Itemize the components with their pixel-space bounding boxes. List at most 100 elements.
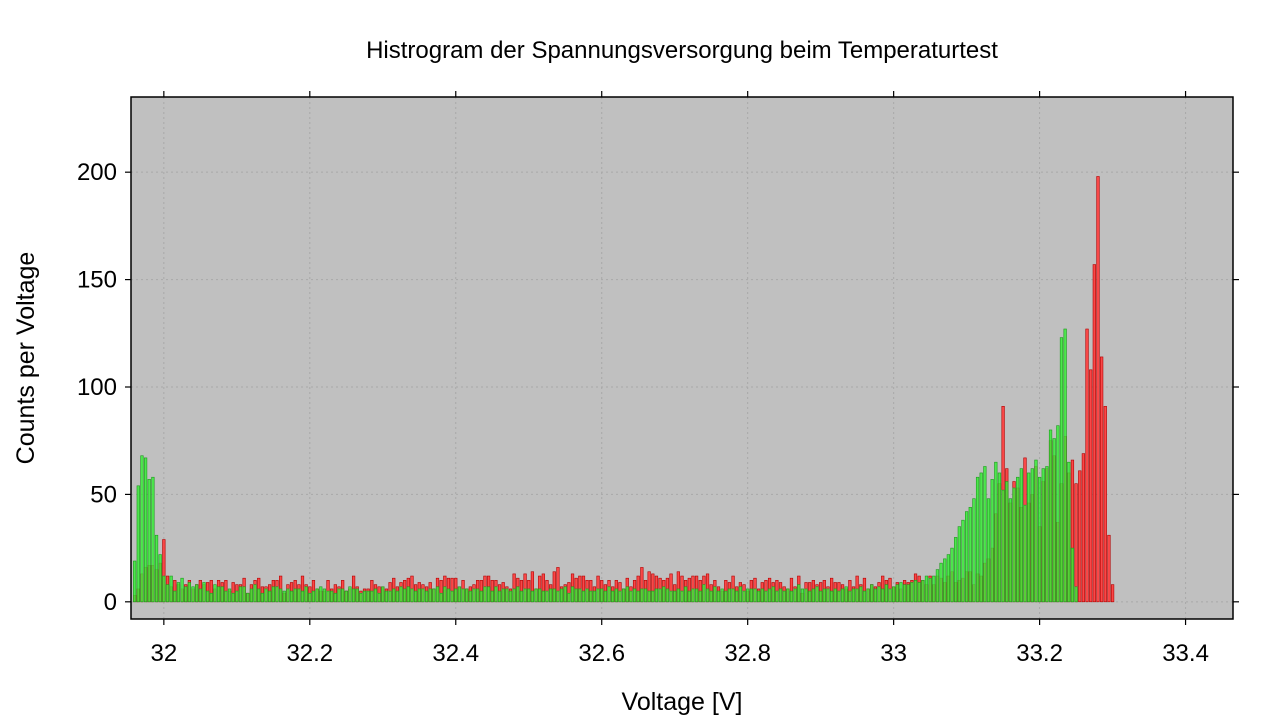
bar: [735, 590, 739, 603]
bar: [1074, 483, 1078, 603]
bar: [698, 590, 702, 603]
bar: [333, 592, 337, 603]
bar: [826, 588, 830, 603]
bar: [461, 588, 465, 603]
bar: [775, 590, 779, 603]
x-tick-label: 33: [880, 640, 907, 667]
bar: [476, 588, 480, 603]
bar: [246, 592, 250, 603]
bar: [786, 588, 790, 603]
bar: [844, 586, 848, 603]
bar: [647, 590, 651, 603]
bar: [523, 588, 527, 603]
x-tick-label: 33.4: [1162, 640, 1209, 667]
bar: [169, 575, 173, 603]
bar: [727, 588, 732, 603]
bar: [640, 588, 644, 603]
bar: [552, 588, 556, 603]
bar: [840, 588, 845, 603]
x-tick-label: 32: [150, 640, 177, 667]
bar: [432, 588, 436, 603]
bar: [519, 590, 524, 603]
bar: [443, 586, 447, 603]
y-tick-label: 150: [77, 267, 117, 294]
bar: [1023, 504, 1027, 603]
bar: [187, 582, 192, 603]
bar: [209, 592, 213, 603]
bar: [158, 554, 162, 603]
bar: [184, 586, 188, 603]
bar: [359, 592, 363, 603]
bar: [195, 584, 199, 603]
bar: [326, 590, 330, 603]
bar: [877, 586, 881, 603]
bar: [815, 586, 819, 603]
bar: [972, 498, 976, 603]
bar: [662, 586, 666, 603]
bar: [297, 588, 301, 603]
bar: [1081, 453, 1086, 603]
bar: [892, 586, 896, 603]
bar: [366, 590, 370, 603]
bar: [643, 588, 648, 603]
bar: [1045, 466, 1049, 603]
bar: [946, 554, 950, 603]
bar: [319, 586, 323, 603]
bar: [724, 590, 728, 603]
bar: [1027, 472, 1031, 603]
bar: [910, 582, 914, 603]
bar: [924, 575, 929, 603]
bar: [705, 588, 710, 603]
bar: [870, 584, 874, 603]
bar: [753, 588, 757, 603]
bar: [563, 586, 567, 603]
bar: [1037, 476, 1042, 603]
bar: [797, 584, 801, 603]
bar: [636, 590, 640, 603]
bar: [545, 590, 549, 603]
bar: [1048, 429, 1053, 603]
y-tick-label: 50: [90, 481, 117, 508]
bar: [136, 485, 140, 603]
bar: [373, 588, 378, 603]
bar: [505, 588, 509, 603]
bar: [322, 588, 327, 603]
bar: [570, 586, 575, 603]
bar: [574, 588, 578, 603]
bar: [939, 562, 943, 603]
bar: [556, 590, 560, 603]
bar: [140, 455, 144, 603]
bar: [884, 584, 888, 603]
bar: [1012, 487, 1016, 603]
bar: [716, 590, 721, 603]
x-tick-label: 32.4: [432, 640, 479, 667]
bar: [793, 588, 797, 603]
bar: [742, 590, 746, 603]
bar: [490, 590, 494, 603]
bar: [1100, 356, 1104, 603]
bar: [975, 476, 980, 603]
bar: [235, 590, 239, 603]
bar: [778, 588, 783, 603]
bar: [764, 590, 768, 603]
bar: [486, 586, 491, 603]
x-tick-label: 33.2: [1016, 640, 1063, 667]
y-axis: 0 50 100 150 200: [77, 159, 1239, 616]
bar: [1034, 459, 1038, 603]
bar: [508, 590, 513, 603]
bar: [578, 588, 582, 603]
bar: [399, 586, 403, 603]
bar: [862, 590, 867, 603]
bar: [538, 588, 542, 603]
bar: [950, 547, 954, 603]
bar: [289, 590, 294, 603]
bar: [913, 580, 918, 603]
bar: [530, 590, 535, 603]
bar: [275, 586, 279, 603]
bar: [687, 590, 691, 603]
bar: [450, 590, 454, 603]
bar: [567, 592, 571, 603]
bar: [881, 588, 885, 603]
bar: [833, 588, 837, 603]
bar: [133, 560, 137, 603]
